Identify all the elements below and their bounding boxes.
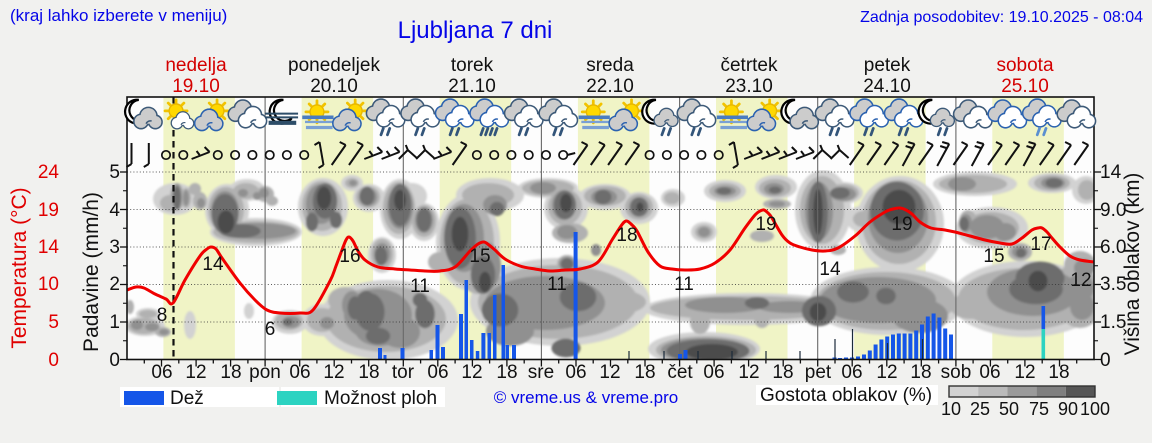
svg-text:12: 12 [738,362,759,383]
svg-text:pon: pon [249,362,281,383]
svg-text:1: 1 [109,312,120,333]
svg-text:sob: sob [941,362,972,383]
svg-text:25: 25 [970,399,990,419]
svg-text:22.10: 22.10 [586,76,634,97]
svg-text:24: 24 [38,162,60,183]
svg-text:14: 14 [38,237,60,258]
svg-text:20.10: 20.10 [310,76,358,97]
svg-text:3: 3 [109,237,120,258]
svg-text:25.10: 25.10 [1001,76,1049,97]
svg-text:18: 18 [616,225,637,246]
svg-text:18: 18 [910,362,931,383]
svg-text:sre: sre [528,362,554,383]
svg-text:ponedeljek: ponedeljek [288,55,380,76]
svg-text:06: 06 [151,362,172,383]
svg-text:(kraj lahko izberete v meniju): (kraj lahko izberete v meniju) [10,6,227,25]
svg-text:10: 10 [941,399,961,419]
svg-text:19: 19 [891,214,912,235]
svg-text:Dež: Dež [170,388,204,409]
svg-text:21.10: 21.10 [448,76,496,97]
svg-text:6.0: 6.0 [1100,237,1126,258]
svg-text:tor: tor [392,362,415,383]
svg-text:8: 8 [157,305,168,326]
svg-text:Temperatura (°C): Temperatura (°C) [8,187,31,348]
svg-text:5: 5 [48,312,59,333]
svg-text:06: 06 [565,362,586,383]
svg-text:Višina oblakov (km): Višina oblakov (km) [1121,173,1144,356]
svg-text:50: 50 [999,399,1019,419]
svg-text:18: 18 [634,362,655,383]
svg-text:1.5: 1.5 [1100,312,1126,333]
svg-text:12: 12 [876,362,897,383]
svg-text:06: 06 [841,362,862,383]
svg-text:19: 19 [755,214,776,235]
svg-text:Padavine (mm/h): Padavine (mm/h) [80,192,103,352]
svg-text:2: 2 [109,274,120,295]
svg-text:Zadnja posodobitev: 19.10.2025: Zadnja posodobitev: 19.10.2025 - 08:04 [860,9,1143,26]
svg-text:18: 18 [1048,362,1069,383]
svg-text:Možnost ploh: Možnost ploh [324,388,437,409]
svg-text:11: 11 [410,276,430,297]
svg-text:90: 90 [1058,399,1078,419]
svg-text:4: 4 [109,200,120,221]
svg-text:14: 14 [1100,162,1122,183]
svg-text:12: 12 [185,362,206,383]
svg-text:75: 75 [1029,399,1049,419]
svg-text:sreda: sreda [586,55,634,76]
svg-text:24.10: 24.10 [863,76,911,97]
svg-text:čet: čet [667,362,693,383]
svg-text:14: 14 [202,254,224,275]
svg-text:14: 14 [819,259,841,280]
svg-text:12: 12 [1070,270,1091,291]
svg-text:23.10: 23.10 [725,76,773,97]
svg-text:18: 18 [220,362,241,383]
svg-text:18: 18 [772,362,793,383]
svg-text:15: 15 [983,246,1004,267]
svg-text:sobota: sobota [996,55,1053,76]
svg-text:18: 18 [358,362,379,383]
svg-text:100: 100 [1080,399,1110,419]
svg-text:10: 10 [38,274,59,295]
svg-text:0: 0 [1100,350,1111,371]
svg-text:petek: petek [864,55,911,76]
svg-text:nedelja: nedelja [165,55,227,76]
svg-text:Ljubljana 7 dni: Ljubljana 7 dni [398,17,553,44]
svg-text:11: 11 [547,274,567,295]
svg-text:6: 6 [265,319,276,340]
svg-text:12: 12 [323,362,344,383]
svg-text:0: 0 [109,350,120,371]
svg-text:12: 12 [1014,362,1035,383]
svg-text:9.0: 9.0 [1100,200,1126,221]
svg-text:5: 5 [109,162,120,183]
svg-text:pet: pet [805,362,832,383]
svg-text:16: 16 [339,246,360,267]
svg-text:06: 06 [427,362,448,383]
svg-text:11: 11 [674,274,694,295]
svg-text:četrtek: četrtek [720,55,778,76]
svg-text:3.5: 3.5 [1100,274,1126,295]
svg-text:12: 12 [461,362,482,383]
svg-text:06: 06 [703,362,724,383]
svg-text:0: 0 [48,350,59,371]
svg-text:06: 06 [289,362,310,383]
svg-text:19.10: 19.10 [172,76,220,97]
svg-text:torek: torek [451,55,494,76]
svg-text:06: 06 [979,362,1000,383]
svg-text:12: 12 [599,362,620,383]
svg-text:18: 18 [496,362,517,383]
svg-text:17: 17 [1030,234,1051,255]
svg-text:© vreme.us & vreme.pro: © vreme.us & vreme.pro [494,388,678,407]
svg-text:Gostota oblakov (%): Gostota oblakov (%) [760,385,932,406]
svg-text:19: 19 [38,200,59,221]
svg-text:15: 15 [469,246,490,267]
